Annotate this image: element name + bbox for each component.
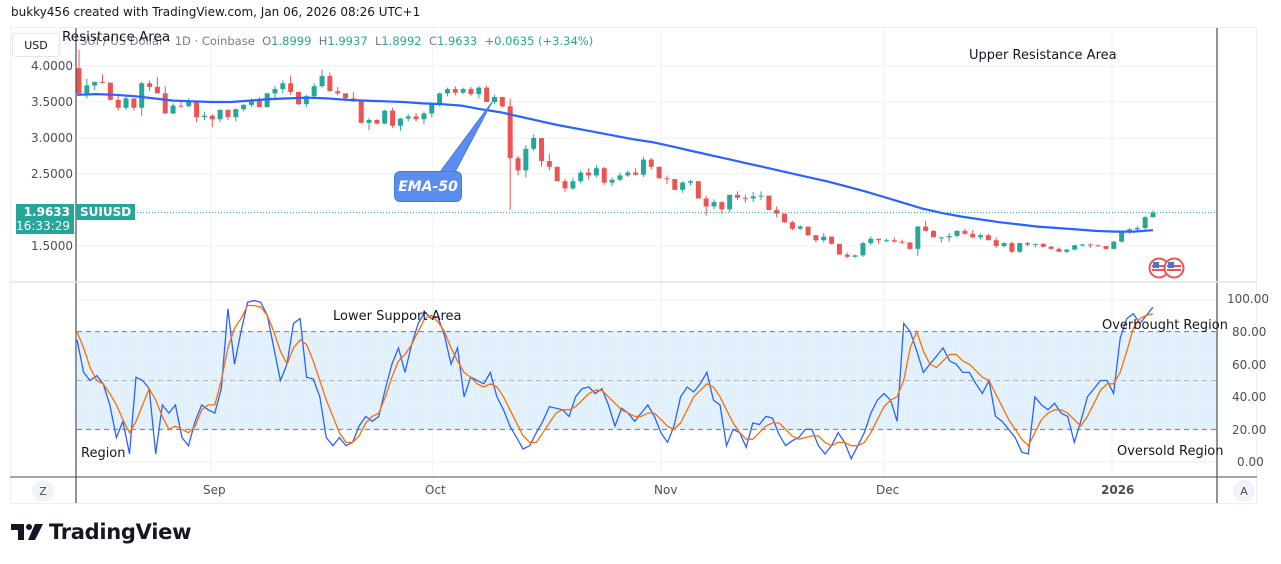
lower-support-annotation: Lower Support Area <box>333 309 462 324</box>
overbought-annotation: Overbought Region <box>1102 318 1228 333</box>
timezone-button[interactable]: Z <box>32 480 54 502</box>
rsi-tick: 80.00 <box>1232 325 1267 339</box>
axis-separators <box>10 28 1257 503</box>
change-value: +0.0635 (+3.34%) <box>484 34 594 48</box>
time-tick-dec: Dec <box>876 483 900 497</box>
rsi-tick: 60.00 <box>1232 358 1267 372</box>
rsi-tick: 40.00 <box>1232 390 1267 404</box>
ema-50-line <box>76 92 1154 233</box>
upper-resistance-annotation: Upper Resistance Area <box>969 48 1117 63</box>
tradingview-logo[interactable]: TradingView <box>11 520 191 544</box>
rsi-tick: 0.00 <box>1237 455 1264 469</box>
time-tick-oct: Oct <box>425 483 446 497</box>
price-tick: 3.0000 <box>31 131 73 145</box>
price-tick: 1.5000 <box>31 239 73 253</box>
bar-countdown: 16:33:29 <box>16 219 70 233</box>
time-tick-sep: Sep <box>203 483 226 497</box>
tradingview-logo-icon <box>11 524 43 540</box>
last-price-label: 1.9633 16:33:29 <box>16 204 74 234</box>
last-price: 1.9633 <box>23 205 70 219</box>
chart-caption: bukky456 created with TradingView.com, J… <box>11 5 421 19</box>
price-tick: 2.5000 <box>31 167 73 181</box>
ema-50-callout: EMA-50 <box>394 171 462 202</box>
us-flag-events-icon[interactable] <box>1148 257 1188 279</box>
price-tick: 3.5000 <box>31 95 73 109</box>
symbol-legend: SUI / US Dollar · 1D · Coinbase O1.8999 … <box>80 34 594 48</box>
stoch-rsi-lines <box>76 299 1154 461</box>
time-tick-2026: 2026 <box>1101 483 1135 497</box>
low-value: 1.8992 <box>381 34 422 48</box>
currency-button[interactable]: USD <box>12 33 60 57</box>
oversold-annotation: Oversold Region <box>1117 444 1224 459</box>
candlestick-series <box>76 50 1156 259</box>
resistance-area-annotation: Resistance Area <box>62 29 171 45</box>
rsi-tick: 20.00 <box>1232 423 1267 437</box>
rsi-tick: 100.00 <box>1227 292 1269 306</box>
high-value: 1.9937 <box>327 34 368 48</box>
tradingview-wordmark: TradingView <box>49 520 192 544</box>
symbol-label: SUIUSD <box>76 204 136 220</box>
time-tick-nov: Nov <box>654 483 678 497</box>
close-value: 1.9633 <box>436 34 478 48</box>
open-value: 1.8999 <box>271 34 312 48</box>
region-annotation: Region <box>81 446 126 461</box>
price-tick: 4.0000 <box>31 59 73 73</box>
auto-scale-button[interactable]: A <box>1233 480 1255 502</box>
symbol-title: SUI / US Dollar · 1D · Coinbase <box>80 34 255 48</box>
